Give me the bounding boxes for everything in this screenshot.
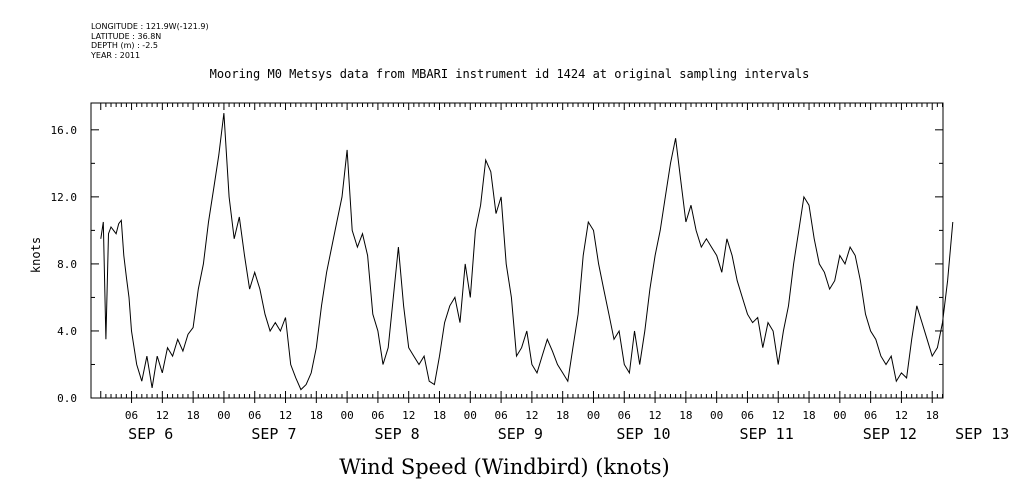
day-label: SEP 12 <box>863 425 917 443</box>
day-label: SEP 7 <box>251 425 296 443</box>
hour-tick-label: 18 <box>556 409 569 422</box>
day-label: SEP 8 <box>375 425 420 443</box>
wind-speed-series-line <box>100 113 954 391</box>
hour-tick-label: 18 <box>310 409 323 422</box>
hour-tick-label: 06 <box>494 409 507 422</box>
hour-tick-label: 12 <box>525 409 538 422</box>
year-text: YEAR : 2011 <box>91 50 141 60</box>
y-tick-label: 12.0 <box>51 191 78 204</box>
y-tick-label: 4.0 <box>57 325 77 338</box>
hour-tick-label: 12 <box>648 409 661 422</box>
hour-tick-label: 18 <box>433 409 446 422</box>
mooring-metadata: LONGITUDE : 121.9W(-121.9) LATITUDE : 36… <box>91 22 209 60</box>
longitude-text: LONGITUDE : 121.9W(-121.9) <box>91 22 209 31</box>
hour-tick-label: 06 <box>741 409 754 422</box>
hour-tick-label: 06 <box>618 409 631 422</box>
day-label: SEP 11 <box>740 425 794 443</box>
hour-tick-label: 12 <box>279 409 292 422</box>
hour-tick-label: 18 <box>187 409 200 422</box>
chart-axes <box>90 102 944 399</box>
day-label: SEP 9 <box>498 425 543 443</box>
day-label: SEP 10 <box>616 425 670 443</box>
hour-tick-label: 00 <box>217 409 230 422</box>
hour-tick-label: 06 <box>864 409 877 422</box>
chart-title: Mooring M0 Metsys data from MBARI instru… <box>209 67 810 81</box>
hour-tick-label: 00 <box>833 409 846 422</box>
hour-tick-label: 12 <box>402 409 415 422</box>
y-tick-label: 8.0 <box>57 258 77 271</box>
day-label: SEP 6 <box>128 425 173 443</box>
hour-tick-label: 12 <box>895 409 908 422</box>
chart-caption: Wind Speed (Windbird) (knots) <box>339 455 670 479</box>
hour-tick-label: 00 <box>710 409 723 422</box>
hour-tick-label: 00 <box>464 409 477 422</box>
hour-tick-label: 06 <box>125 409 138 422</box>
hour-tick-label: 00 <box>587 409 600 422</box>
y-tick-label: 16.0 <box>51 124 78 137</box>
y-axis-label: knots <box>29 237 43 273</box>
hour-tick-label: 18 <box>926 409 939 422</box>
plot-frame <box>90 102 944 399</box>
chart-ticks <box>91 103 943 403</box>
hour-tick-label: 06 <box>248 409 261 422</box>
hour-tick-label: 12 <box>156 409 169 422</box>
hour-tick-label: 06 <box>371 409 384 422</box>
hour-tick-label: 18 <box>802 409 815 422</box>
depth-text: DEPTH (m) : -2.5 <box>91 41 158 50</box>
hour-tick-label: 18 <box>679 409 692 422</box>
hour-tick-label: 00 <box>340 409 353 422</box>
y-tick-label: 0.0 <box>57 392 77 405</box>
hour-tick-label: 12 <box>772 409 785 422</box>
day-label: SEP 13 <box>955 425 1009 443</box>
chart-tick-labels: 0.0 4.0 8.0 12.0 16.0 06 12 18 00 06 12 18 00 06 12 18 0… <box>51 124 1009 443</box>
latitude-text: LATITUDE : 36.8N <box>91 31 162 41</box>
